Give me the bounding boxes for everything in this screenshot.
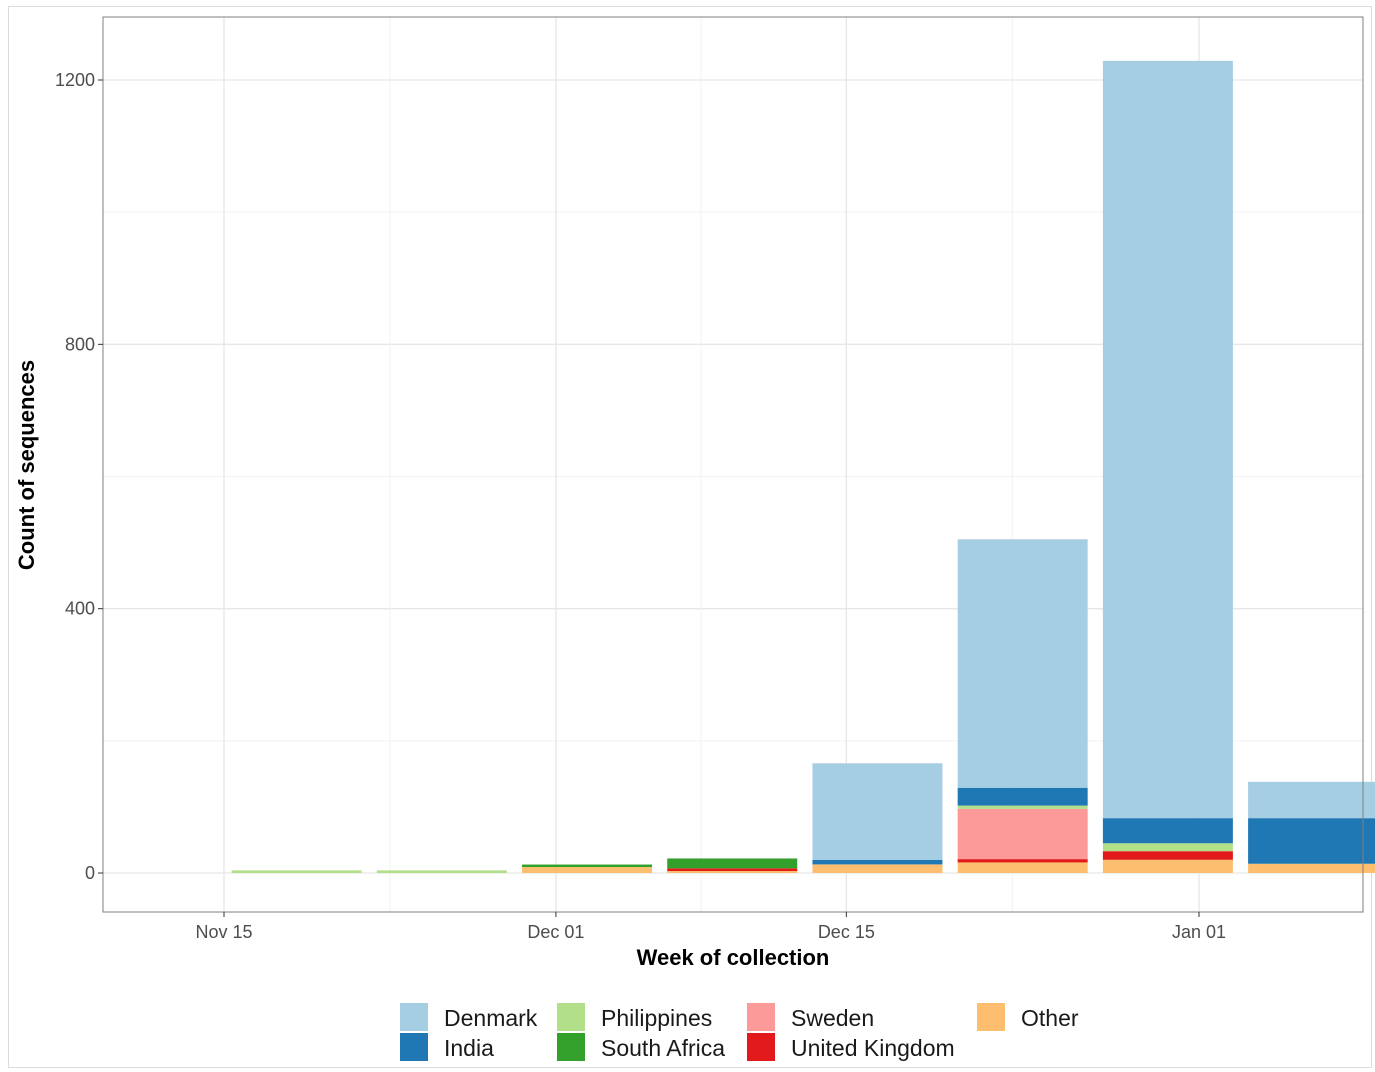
bar-united-kingdom xyxy=(1102,851,1233,860)
y-axis-label: Count of sequences xyxy=(14,360,39,570)
legend-key-philippines xyxy=(557,1003,585,1031)
bar-philippines xyxy=(957,805,1088,809)
legend-label-sweden: Sweden xyxy=(791,1005,874,1031)
bar-sweden xyxy=(957,808,1088,860)
bar-denmark xyxy=(957,539,1088,788)
bar-south-africa xyxy=(667,858,798,869)
x-axis-label: Week of collection xyxy=(637,945,830,970)
bar-other xyxy=(1102,859,1233,873)
plot-panel-border xyxy=(102,16,1364,913)
bar-india xyxy=(1102,818,1233,844)
bar-denmark xyxy=(1102,60,1233,819)
legend-key-denmark xyxy=(400,1003,428,1031)
legend-key-other xyxy=(977,1003,1005,1031)
x-tick-label: Nov 15 xyxy=(195,922,252,942)
legend-label-india: India xyxy=(444,1035,494,1061)
x-tick-label: Jan 01 xyxy=(1172,922,1226,942)
legend-label-denmark: Denmark xyxy=(444,1005,538,1031)
y-tick-label: 1200 xyxy=(55,70,95,90)
legend-label-south-africa: South Africa xyxy=(601,1035,725,1061)
bar-denmark xyxy=(1248,781,1375,819)
legend-label-united-kingdom: United Kingdom xyxy=(791,1035,955,1061)
bar-india xyxy=(812,859,943,865)
legend-key-india xyxy=(400,1033,428,1061)
chart-frame xyxy=(8,6,1372,1068)
legend-key-united-kingdom xyxy=(747,1033,775,1061)
legend-label-philippines: Philippines xyxy=(601,1005,712,1031)
y-tick-label: 0 xyxy=(85,863,95,883)
bar-philippines xyxy=(376,870,507,873)
legend-key-sweden xyxy=(747,1003,775,1031)
legend-key-south-africa xyxy=(557,1033,585,1061)
bar-other xyxy=(957,862,1088,873)
bar-other xyxy=(812,864,943,873)
bar-india xyxy=(957,787,1088,806)
legend-label-other: Other xyxy=(1021,1005,1079,1031)
bar-philippines xyxy=(231,870,362,873)
bar-other xyxy=(667,870,798,873)
y-axis-ticks: 0 400 800 1200 xyxy=(55,70,103,883)
x-axis-ticks: Nov 15 Dec 01 Dec 15 Jan 01 xyxy=(195,912,1226,942)
legend: Denmark India Philippines South Africa Swede… xyxy=(400,1003,1079,1061)
x-tick-label: Dec 01 xyxy=(527,922,584,942)
bars xyxy=(231,60,1375,873)
bar-united-kingdom xyxy=(957,859,1088,863)
x-tick-label: Dec 15 xyxy=(818,922,875,942)
bar-united-kingdom xyxy=(667,868,798,872)
bar-other xyxy=(1248,863,1375,873)
y-tick-label: 400 xyxy=(65,599,95,619)
bar-other xyxy=(522,867,653,873)
y-tick-label: 800 xyxy=(65,334,95,354)
bar-denmark xyxy=(812,763,943,860)
bar-philippines xyxy=(1102,843,1233,852)
bar-south-africa xyxy=(522,864,653,868)
bar-india xyxy=(1248,818,1375,864)
